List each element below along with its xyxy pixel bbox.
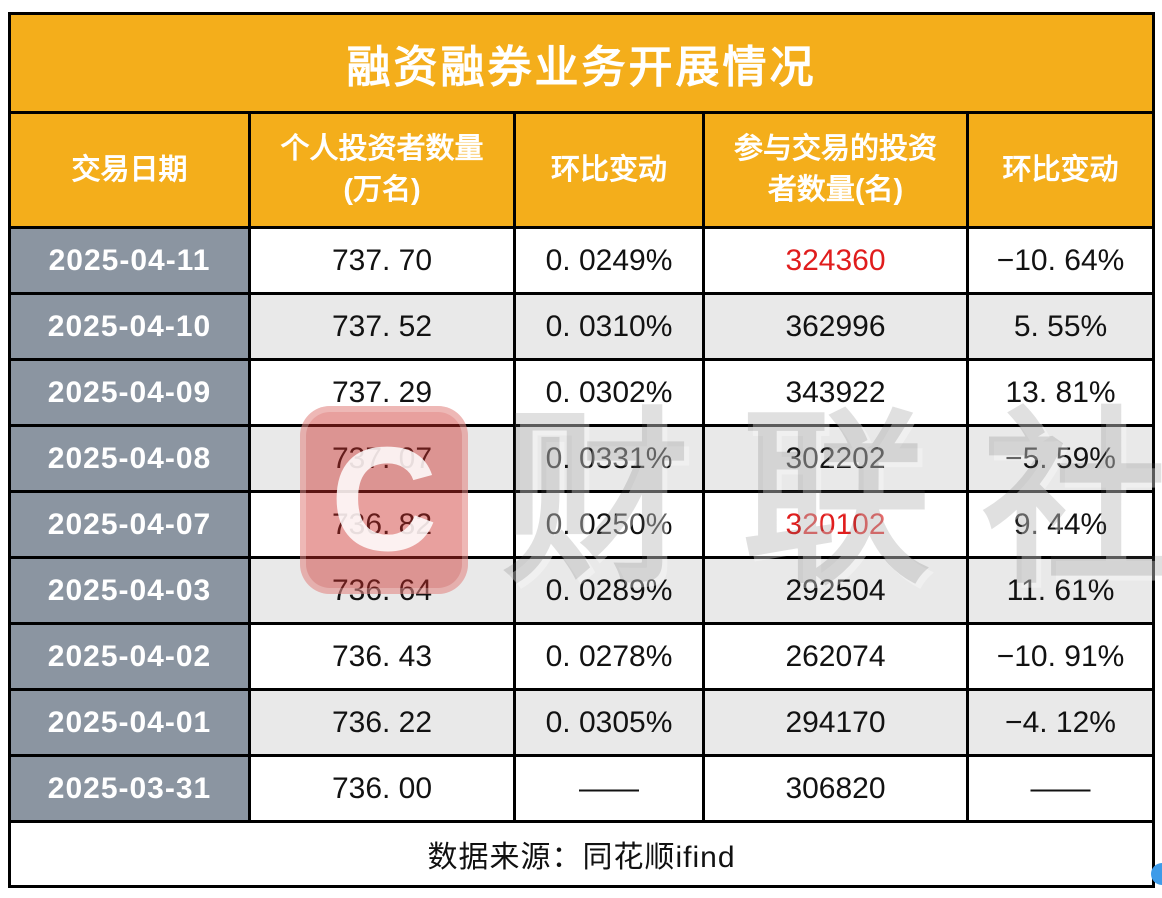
participants-mom-cell: −4. 12% <box>965 688 1156 757</box>
mom-change-cell: 0. 0249% <box>513 226 705 295</box>
mom-change-cell: 0. 0331% <box>513 424 705 493</box>
investor-count-cell: 736. 64 <box>248 556 516 625</box>
col-header-mom-change-2: 环比变动 <box>965 111 1156 229</box>
date-cell: 2025-04-10 <box>8 292 251 361</box>
date-cell: 2025-04-02 <box>8 622 251 691</box>
table-row: 2025-04-02 736. 43 0. 0278% 262074 −10. … <box>8 622 1156 691</box>
table-row: 2025-04-01 736. 22 0. 0305% 294170 −4. 1… <box>8 688 1156 757</box>
col-header-individual-investors: 个人投资者数量 (万名) <box>248 111 516 229</box>
table-row: 2025-04-03 736. 64 0. 0289% 292504 11. 6… <box>8 556 1156 625</box>
date-cell: 2025-04-07 <box>8 490 251 559</box>
margin-trading-table: 融资融券业务开展情况 交易日期 个人投资者数量 (万名) 环比变动 参与交易的投… <box>7 12 1156 888</box>
date-cell: 2025-04-11 <box>8 226 251 295</box>
participants-cell: 320102 <box>702 490 969 559</box>
participants-cell: 362996 <box>702 292 969 361</box>
header-row: 交易日期 个人投资者数量 (万名) 环比变动 参与交易的投资 者数量(名) 环比… <box>8 111 1156 229</box>
table-title: 融资融券业务开展情况 <box>7 12 1156 114</box>
mom-change-cell: 0. 0250% <box>513 490 705 559</box>
date-cell: 2025-03-31 <box>8 754 251 823</box>
table-row: 2025-04-11 737. 70 0. 0249% 324360 −10. … <box>8 226 1156 295</box>
participants-cell: 343922 <box>702 358 969 427</box>
mom-change-cell: 0. 0289% <box>513 556 705 625</box>
participants-mom-cell: —— <box>965 754 1156 823</box>
col-header-trade-date: 交易日期 <box>8 111 251 229</box>
investor-count-cell: 737. 70 <box>248 226 516 295</box>
participants-mom-cell: 5. 55% <box>965 292 1156 361</box>
date-cell: 2025-04-08 <box>8 424 251 493</box>
investor-count-cell: 736. 22 <box>248 688 516 757</box>
participants-cell: 294170 <box>702 688 969 757</box>
participants-mom-cell: 13. 81% <box>965 358 1156 427</box>
title-row: 融资融券业务开展情况 <box>7 12 1156 114</box>
date-cell: 2025-04-09 <box>8 358 251 427</box>
investor-count-cell: 737. 29 <box>248 358 516 427</box>
investor-count-cell: 736. 43 <box>248 622 516 691</box>
table-row: 2025-04-07 736. 82 0. 0250% 320102 9. 44… <box>8 490 1156 559</box>
participants-cell: 292504 <box>702 556 969 625</box>
participants-cell: 324360 <box>702 226 969 295</box>
col-header-mom-change-1: 环比变动 <box>513 111 705 229</box>
mom-change-cell: —— <box>513 754 705 823</box>
table-row: 2025-03-31 736. 00 —— 306820 —— <box>8 754 1156 823</box>
participants-mom-cell: −10. 91% <box>965 622 1156 691</box>
table-row: 2025-04-08 737. 07 0. 0331% 302202 −5. 5… <box>8 424 1156 493</box>
mom-change-cell: 0. 0278% <box>513 622 705 691</box>
participants-mom-cell: −5. 59% <box>965 424 1156 493</box>
participants-cell: 306820 <box>702 754 969 823</box>
participants-cell: 302202 <box>702 424 969 493</box>
table-row: 2025-04-10 737. 52 0. 0310% 362996 5. 55… <box>8 292 1156 361</box>
mom-change-cell: 0. 0302% <box>513 358 705 427</box>
date-cell: 2025-04-01 <box>8 688 251 757</box>
mom-change-cell: 0. 0305% <box>513 688 705 757</box>
investor-count-cell: 736. 82 <box>248 490 516 559</box>
mom-change-cell: 0. 0310% <box>513 292 705 361</box>
participants-cell: 262074 <box>702 622 969 691</box>
data-source-note: 数据来源：同花顺ifind <box>7 820 1156 888</box>
investor-count-cell: 737. 07 <box>248 424 516 493</box>
date-cell: 2025-04-03 <box>8 556 251 625</box>
table-row: 2025-04-09 737. 29 0. 0302% 343922 13. 8… <box>8 358 1156 427</box>
col-header-participants: 参与交易的投资 者数量(名) <box>702 111 969 229</box>
participants-mom-cell: 9. 44% <box>965 490 1156 559</box>
participants-mom-cell: 11. 61% <box>965 556 1156 625</box>
footer-row: 数据来源：同花顺ifind <box>7 820 1156 888</box>
participants-mom-cell: −10. 64% <box>965 226 1156 295</box>
screen-edge-blue-dot <box>1151 863 1162 885</box>
investor-count-cell: 737. 52 <box>248 292 516 361</box>
investor-count-cell: 736. 00 <box>248 754 516 823</box>
